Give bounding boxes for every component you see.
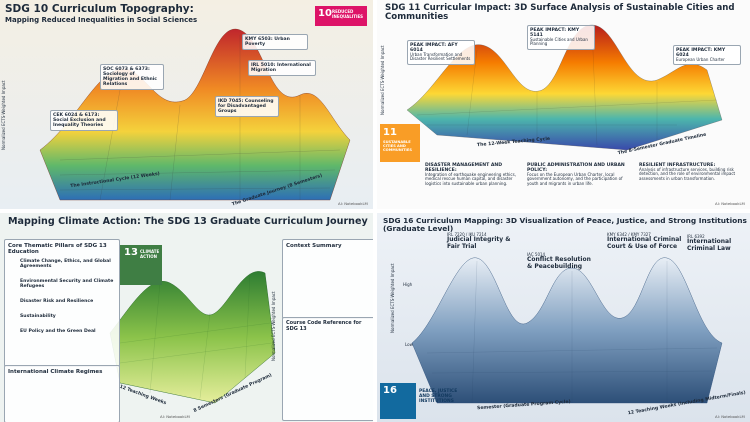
badge-number: 13 xyxy=(124,247,138,258)
callout: KMY 6503: Urban Poverty xyxy=(242,34,308,51)
callout-code: IRL 7220 / IKU 7214 xyxy=(447,232,487,237)
pillar: Disaster Risk and Resilience xyxy=(20,299,94,305)
axis-label: Normalized ECTS-Weighted Impact xyxy=(271,291,276,361)
pillars-card: Core Thematic Pillars of SDG 13 Educatio… xyxy=(4,239,120,367)
surface-illustration xyxy=(109,245,276,404)
callout-text: European Urban Charter xyxy=(676,57,725,63)
title: Mapping Climate Action: The SDG 13 Gradu… xyxy=(8,216,368,227)
callout-head: PEAK IMPACT: AFY 6014 xyxy=(410,43,458,54)
surface-illustration xyxy=(380,24,723,162)
credit: AI: NotebookLM xyxy=(715,414,745,419)
callout: IRL 6392 International Criminal Law xyxy=(687,234,747,253)
credit: AI: NotebookLM xyxy=(338,201,368,206)
badge-number: 11 xyxy=(383,127,397,138)
level-label: High xyxy=(403,282,413,287)
axis-label: Normalized ECTS-Weighted Impact xyxy=(390,263,395,333)
badge-label: SUSTAINABLE CITIES AND COMMUNITIES xyxy=(383,140,412,152)
reference-title: Course Code Reference for SDG 13 xyxy=(286,320,362,332)
callout: PEAK IMPACT: KMY 5141 Sustainable Cities… xyxy=(527,25,595,50)
callout: IRL 7220 / IKU 7214 Judicial Integrity &… xyxy=(447,232,517,251)
callout: PEAK IMPACT: AFY 6014 Urban Transformati… xyxy=(407,40,475,65)
section: PUBLIC ADMINISTRATION AND URBAN POLICY: … xyxy=(527,163,627,186)
callout: IAÇ 5014 Conflict Resolution & Peacebuil… xyxy=(527,252,597,271)
callout-code: IAÇ 5014 xyxy=(527,252,546,257)
axis-label: Normalized ECTS-Weighted Impact xyxy=(380,45,385,115)
credit: AI: NotebookLM xyxy=(715,201,745,206)
callout: IRL 5010: International Migration xyxy=(248,60,316,77)
callout: IKD 7045: Counseling for Disadvantaged G… xyxy=(215,96,279,118)
regimes-card: International Climate Regimes xyxy=(4,365,120,422)
subtitle: Mapping Reduced Inequalities in Social S… xyxy=(5,16,198,24)
section-head: PUBLIC ADMINISTRATION AND URBAN POLICY: xyxy=(527,163,625,174)
context-title: Context Summary xyxy=(286,243,342,249)
axis-label: Normalized ECTS-Weighted Impact xyxy=(1,80,6,150)
pillar: EU Policy and the Green Deal xyxy=(20,329,96,335)
callout-text: Urban Transformation and Disaster Resili… xyxy=(410,52,471,62)
callout-head: PEAK IMPACT: KMY 5141 xyxy=(530,28,580,39)
pillar: Sustainability xyxy=(20,314,56,320)
badge-label: PEACE, JUSTICE AND STRONG INSTITUTIONS xyxy=(419,389,458,404)
regimes-title: International Climate Regimes xyxy=(8,369,103,375)
credit: AI: NotebookLM xyxy=(160,414,190,419)
context-card: Context Summary xyxy=(282,239,373,319)
panel-sdg11: SDG 11 Curricular Impact: 3D Surface Ana… xyxy=(377,0,750,209)
badge-label: REDUCED INEQUALITIES xyxy=(332,9,364,19)
pillar: Environmental Security and Climate Refug… xyxy=(20,279,114,290)
callout: SOC 6073 & 6373: Sociology of Migration … xyxy=(100,64,164,91)
pillars-title: Core Thematic Pillars of SDG 13 Educatio… xyxy=(8,243,107,256)
callout-text: International Criminal Law xyxy=(687,238,732,252)
callout-text: Conflict Resolution & Peacebuilding xyxy=(527,256,591,270)
pillar: Climate Change, Ethics, and Global Agree… xyxy=(20,259,111,270)
section: RESILIENT INFRASTRUCTURE: Analysis of in… xyxy=(639,163,744,181)
callout: KMY 6342 / KMY 7327 International Crimin… xyxy=(607,232,682,251)
reference-card: Course Code Reference for SDG 13 xyxy=(282,317,373,421)
badge-label: CLIMATE ACTION xyxy=(140,249,160,259)
callout-text: International Criminal Court & Use of Fo… xyxy=(607,236,682,250)
callout-text: Judicial Integrity & Fair Trial xyxy=(447,236,511,250)
panel-sdg13: Mapping Climate Action: The SDG 13 Gradu… xyxy=(0,213,373,422)
panel-sdg10: SDG 10 Curriculum Topography: Mapping Re… xyxy=(0,0,373,209)
section-head: DISASTER MANAGEMENT AND RESILIENCE: xyxy=(425,163,503,174)
level-label: Low xyxy=(405,342,413,347)
badge-number: 10 xyxy=(318,8,332,19)
callout-code: IRL 6392 xyxy=(687,234,705,239)
panel-sdg16: SDG 16 Curriculum Mapping: 3D Visualizat… xyxy=(377,213,750,422)
section-text: Analysis of infrastructure services, bui… xyxy=(639,167,736,181)
surface-illustration xyxy=(380,257,723,419)
callout: PEAK IMPACT: KMY 6024 European Urban Cha… xyxy=(673,45,741,66)
badge-number: 16 xyxy=(383,385,397,396)
callout-head: PEAK IMPACT: KMY 6024 xyxy=(676,48,726,59)
section-text: Focus on the European Urban Charter, loc… xyxy=(527,172,623,186)
title: SDG 10 Curriculum Topography: xyxy=(5,3,194,15)
callout-code: KMY 6342 / KMY 7327 xyxy=(607,232,651,237)
callout: CEK 6024 & 6173: Social Exclusion and In… xyxy=(50,110,118,132)
section-text: Integration of earthquake engineering et… xyxy=(425,172,516,186)
section-head: RESILIENT INFRASTRUCTURE: xyxy=(639,163,716,168)
title: SDG 11 Curricular Impact: 3D Surface Ana… xyxy=(385,3,735,23)
section: DISASTER MANAGEMENT AND RESILIENCE: Inte… xyxy=(425,163,520,186)
title: SDG 16 Curriculum Mapping: 3D Visualizat… xyxy=(383,216,747,234)
callout-text: Sustainable Cities and Urban Planning xyxy=(530,37,588,47)
